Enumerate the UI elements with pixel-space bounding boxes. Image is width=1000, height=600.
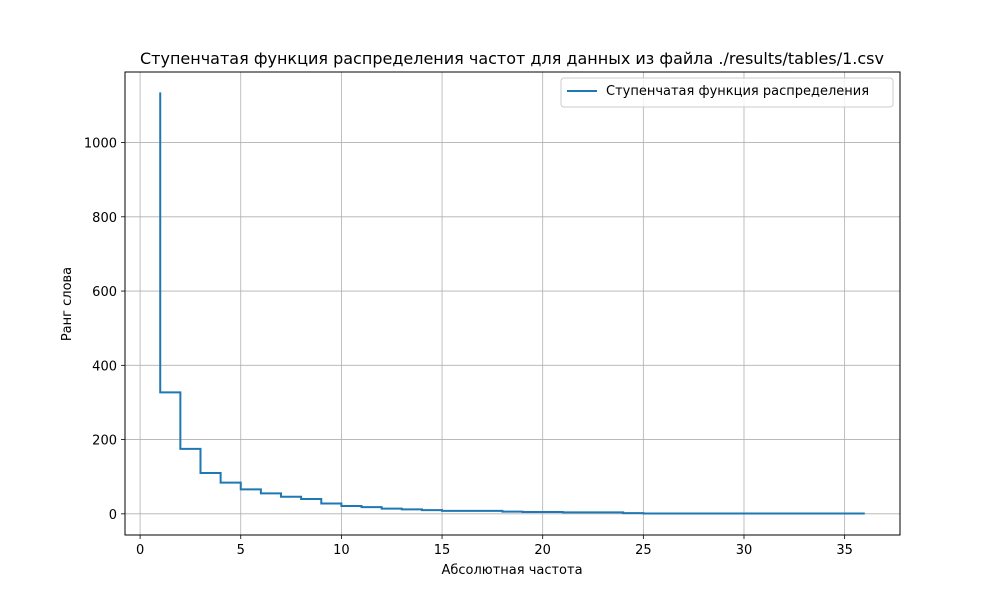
x-tick-label: 15 xyxy=(434,543,451,558)
series-layer xyxy=(159,92,865,515)
y-tick-label: 600 xyxy=(92,285,117,300)
plot-frame xyxy=(124,71,901,536)
x-tick-label: 5 xyxy=(237,543,245,558)
x-tick-label: 25 xyxy=(635,543,652,558)
legend-box xyxy=(560,77,894,108)
legend-label: Ступенчатая функция распределения xyxy=(606,84,869,99)
x-axis-label: Абсолютная частота xyxy=(441,563,582,578)
y-axis-ticks: 0 200 400 600 800 1000 xyxy=(84,137,125,523)
x-axis-ticks: 0 5 10 15 20 25 30 35 xyxy=(136,535,853,558)
legend: Ступенчатая функция распределения xyxy=(560,77,894,108)
y-tick-label: 0 xyxy=(109,508,117,523)
series-line-0 xyxy=(159,92,865,515)
x-tick-label: 20 xyxy=(534,543,551,558)
y-tick-label: 1000 xyxy=(84,137,117,152)
y-tick-label: 800 xyxy=(92,211,117,226)
x-tick-label: 30 xyxy=(736,543,753,558)
y-tick-label: 200 xyxy=(92,434,117,449)
x-tick-label: 35 xyxy=(836,543,853,558)
x-tick-label: 0 xyxy=(136,543,144,558)
x-tick-label: 10 xyxy=(333,543,350,558)
y-axis-label: Ранг слова xyxy=(60,267,75,341)
grid-lines xyxy=(125,72,900,535)
chart-title: Ступенчатая функция распределения частот… xyxy=(140,49,884,68)
y-tick-label: 400 xyxy=(92,359,117,374)
